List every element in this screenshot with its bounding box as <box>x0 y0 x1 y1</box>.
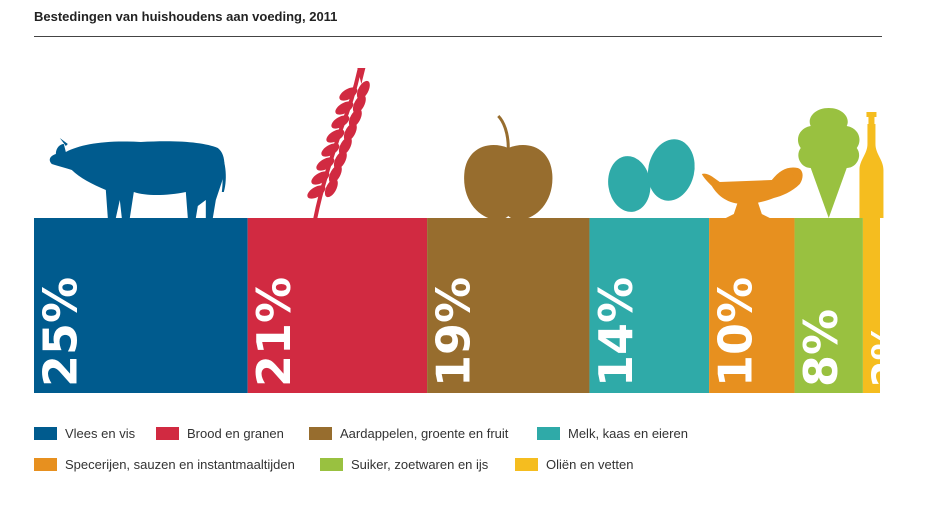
value-label-1: 25% <box>34 277 88 387</box>
bar-3 <box>427 218 590 393</box>
value-label-5: 10% <box>709 277 763 387</box>
ice-cream-icon <box>797 108 860 218</box>
wheat-icon <box>307 68 370 220</box>
legend-swatch <box>34 457 57 471</box>
legend-label: Brood en granen <box>187 425 284 441</box>
bar-7 <box>862 218 880 393</box>
bar-1 <box>34 218 248 393</box>
legend-item-4: Melk, kaas en eieren <box>537 424 688 442</box>
value-label-3: 19% <box>427 277 481 387</box>
bar-2 <box>247 218 428 393</box>
legend-label: Specerijen, sauzen en instantmaaltijden <box>65 456 295 472</box>
apple-icon <box>464 114 553 220</box>
legend-item-5: Specerijen, sauzen en instantmaaltijden <box>34 455 295 473</box>
bar-6 <box>794 218 863 393</box>
value-label-6: 8% <box>794 309 848 387</box>
legend-label: Oliën en vetten <box>546 456 634 472</box>
legend-swatch <box>320 457 343 471</box>
legend-label: Vlees en vis <box>65 425 136 441</box>
legend-label: Melk, kaas en eieren <box>568 425 688 441</box>
legend-swatch <box>309 426 332 440</box>
cow-icon <box>49 138 226 218</box>
title-rule <box>34 36 882 37</box>
legend-item-3: Aardappelen, groente en fruit <box>309 424 508 442</box>
gravy-boat-icon <box>701 167 803 218</box>
bar-5 <box>709 218 795 393</box>
value-label-4: 14% <box>589 277 643 387</box>
legend-item-2: Brood en granen <box>156 424 284 442</box>
value-label-2: 21% <box>247 277 301 387</box>
legend-item-1: Vlees en vis <box>34 424 135 442</box>
bars-layer <box>34 218 880 393</box>
legend-label: Aardappelen, groente en fruit <box>340 425 509 441</box>
eggs-icon <box>608 139 695 212</box>
chart-svg: 25% 21% 19% 14% 10% 8% 2% <box>33 68 909 393</box>
legend-swatch <box>537 426 560 440</box>
legend-item-6: Suiker, zoetwaren en ijs <box>320 455 488 473</box>
chart-title: Bestedingen van huishoudens aan voeding,… <box>34 9 338 24</box>
bar-4 <box>589 218 710 393</box>
legend-label: Suiker, zoetwaren en ijs <box>351 456 489 472</box>
legend-swatch <box>515 457 538 471</box>
value-label-7: 2% <box>864 322 908 387</box>
labels-layer: 25% 21% 19% 14% 10% 8% 2% <box>34 277 909 387</box>
icons-layer <box>49 68 884 220</box>
oil-bottle-icon <box>859 112 884 218</box>
legend-swatch <box>34 426 57 440</box>
legend-item-7: Oliën en vetten <box>515 455 633 473</box>
legend-swatch <box>156 426 179 440</box>
